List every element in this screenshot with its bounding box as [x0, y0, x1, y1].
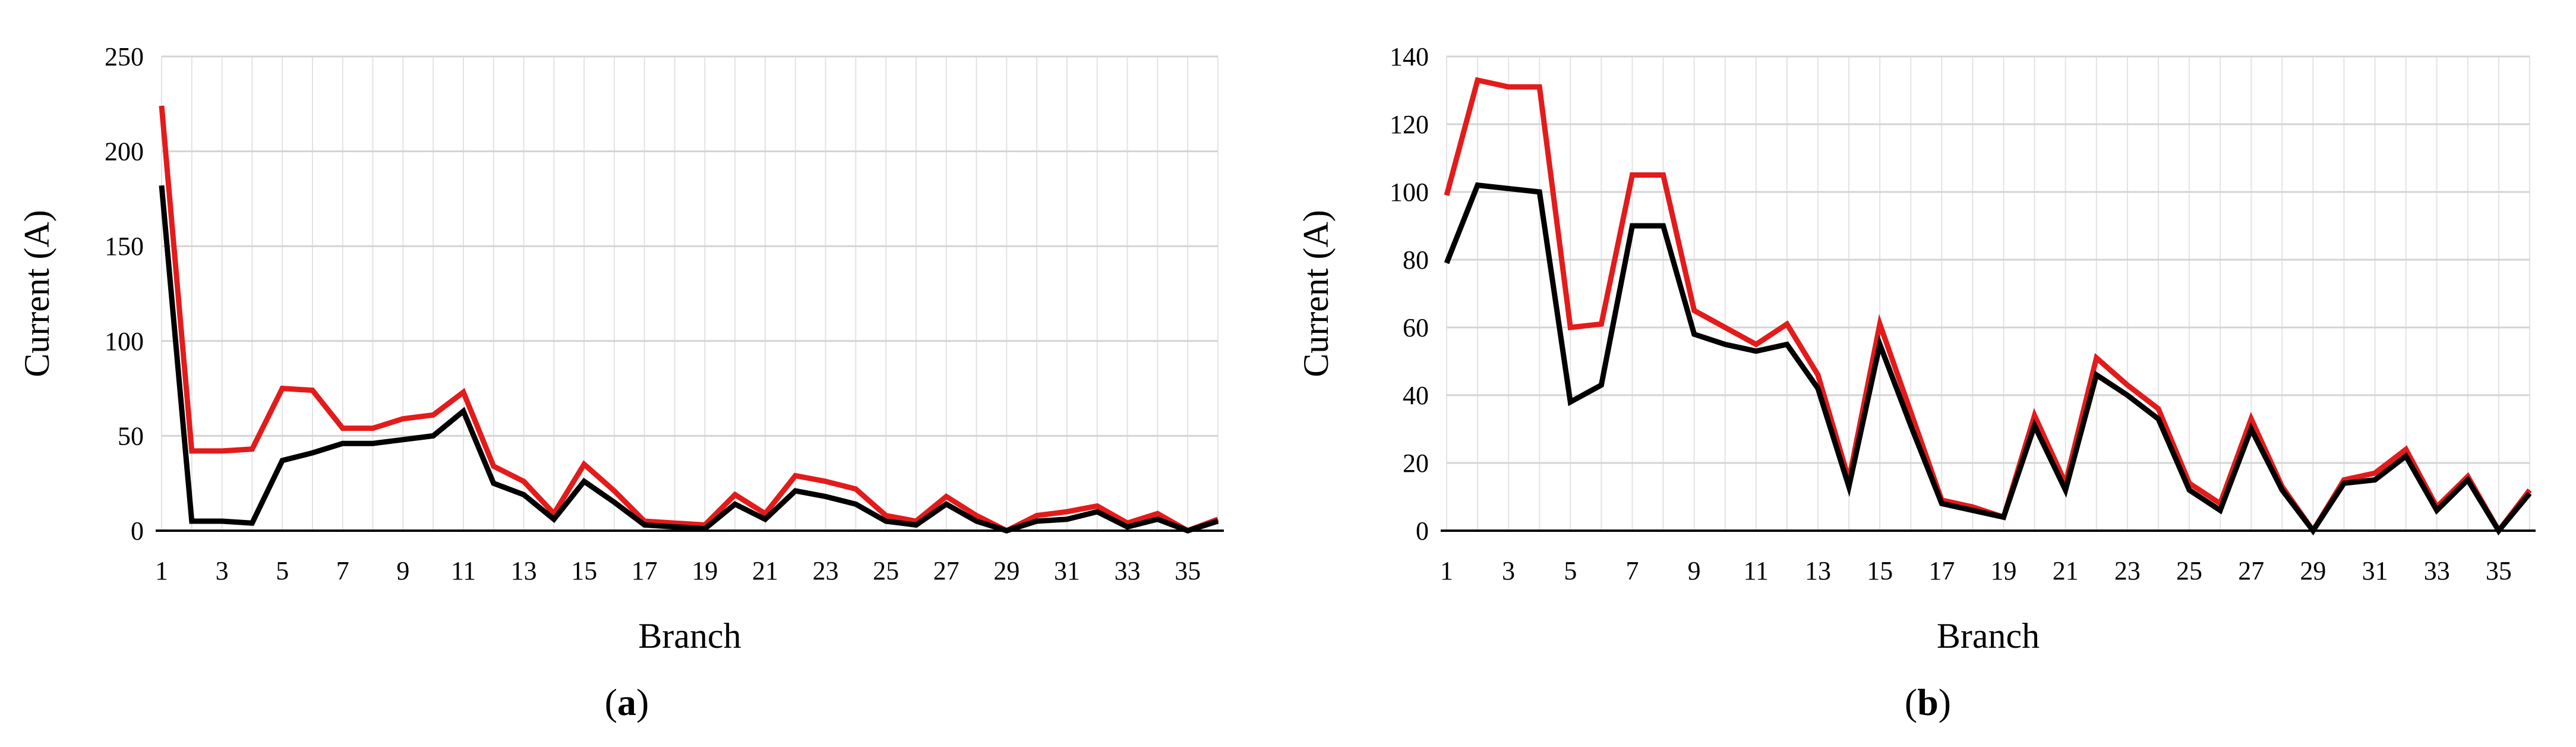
x-tick-label: 7 — [336, 556, 349, 585]
x-tick-label: 23 — [2114, 556, 2141, 585]
y-tick-label: 140 — [1390, 42, 1429, 71]
y-tick-label: 0 — [131, 516, 144, 546]
x-tick-label: 17 — [1928, 556, 1955, 585]
x-tick-label: 11 — [1744, 556, 1769, 585]
x-tick-label: 27 — [933, 556, 959, 585]
x-tick-label: 9 — [396, 556, 409, 585]
x-tick-label: 35 — [1175, 556, 1201, 585]
x-tick-label: 31 — [1054, 556, 1080, 585]
x-tick-label: 35 — [2486, 556, 2512, 585]
x-tick-label: 15 — [571, 556, 597, 585]
x-tick-label: 11 — [451, 556, 476, 585]
x-tick-label: 25 — [873, 556, 899, 585]
x-tick-label: 25 — [2176, 556, 2202, 585]
y-tick-label: 50 — [118, 421, 144, 450]
x-tick-label: 3 — [216, 556, 229, 585]
y-tick-label: 80 — [1403, 245, 1429, 275]
series-line-2 — [159, 105, 1219, 534]
x-tick-label: 33 — [2424, 556, 2450, 585]
x-tick-label: 21 — [2053, 556, 2079, 585]
horizontal-gridlines — [162, 55, 1218, 437]
y-tick-label: 20 — [1403, 449, 1429, 478]
x-tick-label: 23 — [813, 556, 839, 585]
vertical-gridlines — [1446, 56, 2530, 531]
y-tick-label: 40 — [1403, 381, 1429, 410]
panel-letter: a — [617, 681, 636, 723]
x-tick-label: 33 — [1115, 556, 1141, 585]
y-tick-label: 120 — [1390, 110, 1429, 139]
y-tick-label: 0 — [1416, 516, 1429, 546]
y-tick-label: 60 — [1403, 313, 1429, 342]
horizontal-gridlines — [1447, 55, 2530, 464]
x-tick-label: 21 — [752, 556, 778, 585]
y-tick-label: 100 — [1390, 178, 1429, 207]
panel-letter: b — [1917, 681, 1939, 723]
x-tick-label: 19 — [692, 556, 718, 585]
x-tick-label: 29 — [2300, 556, 2326, 585]
x-tick-label: 1 — [155, 556, 168, 585]
x-tick-label: 27 — [2238, 556, 2264, 585]
x-tick-label: 1 — [1440, 556, 1453, 585]
x-tick-label: 15 — [1867, 556, 1893, 585]
x-tick-label: 17 — [632, 556, 658, 585]
y-axis-title: Current (A) — [17, 210, 56, 377]
x-tick-label: 3 — [1502, 556, 1515, 585]
x-tick-label: 13 — [511, 556, 537, 585]
y-tick-label: 250 — [105, 42, 144, 71]
y-tick-label: 100 — [105, 327, 144, 356]
x-tick-label: 9 — [1688, 556, 1701, 585]
x-axis-title: Branch — [638, 616, 741, 655]
x-axis-title: Branch — [1937, 616, 2040, 655]
x-tick-label: 13 — [1805, 556, 1831, 585]
x-tick-label: 5 — [1564, 556, 1577, 585]
y-tick-label: 200 — [105, 137, 144, 166]
series-line-1 — [1444, 182, 2532, 535]
x-tick-label: 29 — [993, 556, 1019, 585]
x-tick-label: 7 — [1626, 556, 1639, 585]
x-tick-label: 31 — [2362, 556, 2388, 585]
panel-label: (a) — [605, 681, 649, 723]
panel-label: (b) — [1905, 681, 1951, 723]
series-line-1 — [159, 185, 1219, 534]
vertical-gridlines — [161, 56, 1218, 531]
y-axis-title: Current (A) — [1296, 210, 1336, 377]
y-tick-label: 150 — [105, 232, 144, 261]
x-tick-label: 5 — [276, 556, 289, 585]
x-tick-label: 19 — [1991, 556, 2017, 585]
